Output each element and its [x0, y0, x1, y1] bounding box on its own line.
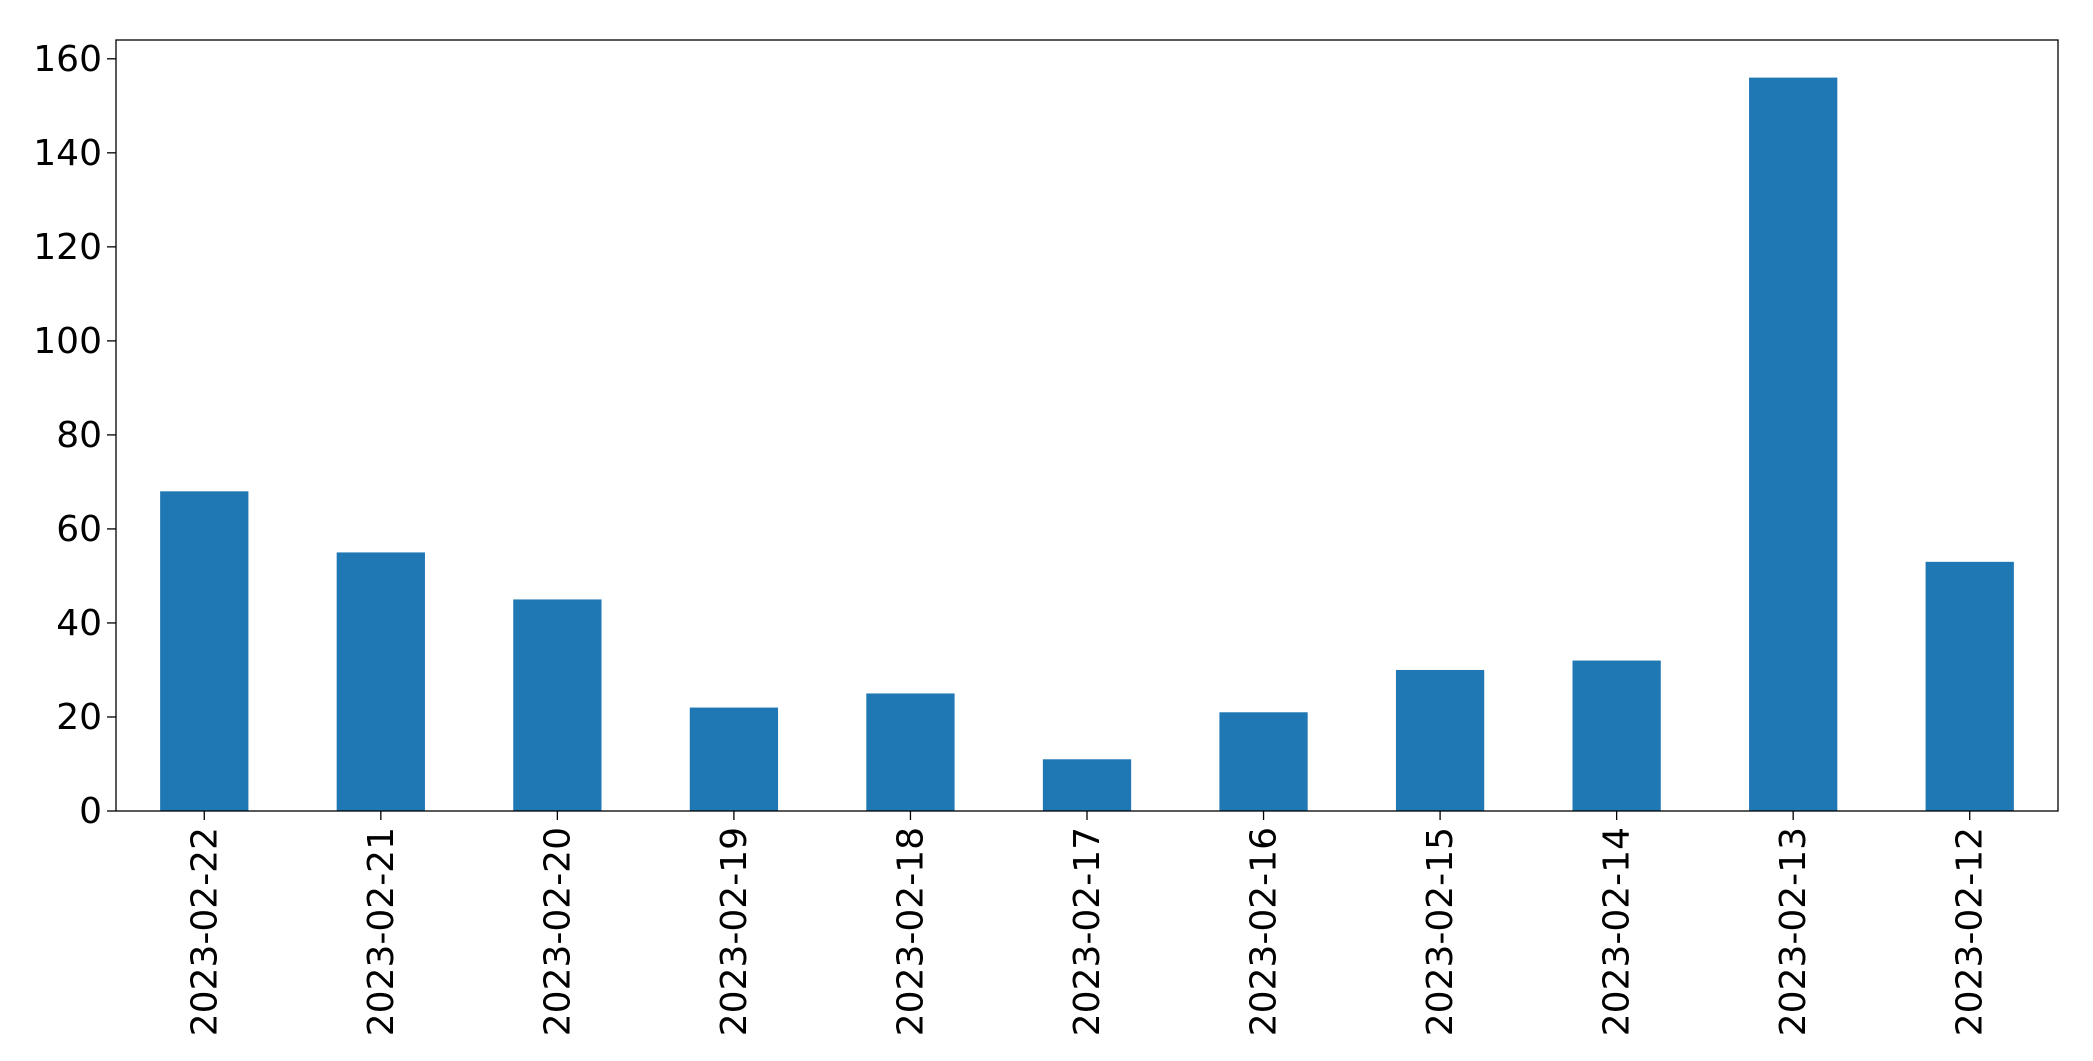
bars	[160, 77, 2014, 812]
bar-2023-02-14	[1572, 660, 1661, 811]
y-tick-label: 0	[79, 791, 102, 832]
bar-2023-02-17	[1042, 759, 1132, 811]
y-tick-label: 140	[33, 133, 102, 174]
x-tick-label: 2023-02-18	[890, 827, 931, 1036]
x-tick-label: 2023-02-19	[714, 827, 755, 1036]
y-tick-label: 80	[56, 415, 102, 456]
y-axis-ticks: 0 20 40 60 80 100 120 140 160	[33, 39, 116, 832]
y-tick-label: 60	[56, 509, 102, 550]
bar-2023-02-21	[336, 552, 425, 811]
bar-2023-02-18	[866, 693, 955, 811]
bar-2023-02-20	[513, 599, 602, 811]
y-tick-label: 100	[33, 321, 102, 362]
x-tick-label: 2023-02-15	[1420, 827, 1461, 1036]
x-tick-label: 2023-02-14	[1597, 827, 1638, 1036]
bar-2023-02-22	[160, 491, 249, 811]
plot-area-frame	[115, 39, 2059, 812]
y-tick-label: 20	[56, 697, 102, 738]
bar-2023-02-12	[1925, 561, 2014, 811]
y-tick-label: 40	[56, 603, 102, 644]
bar-2023-02-13	[1749, 77, 1838, 812]
bar-2023-02-15	[1395, 669, 1485, 811]
x-tick-label: 2023-02-13	[1773, 827, 1814, 1036]
x-tick-label: 2023-02-20	[537, 827, 578, 1036]
x-tick-label: 2023-02-12	[1950, 827, 1991, 1036]
y-tick-label: 120	[33, 227, 102, 268]
x-tick-label: 2023-02-22	[184, 827, 225, 1036]
x-tick-label: 2023-02-17	[1067, 827, 1108, 1036]
bar-2023-02-19	[689, 707, 779, 811]
y-tick-label: 160	[33, 39, 102, 80]
x-tick-label: 2023-02-21	[361, 827, 402, 1036]
x-axis-ticks: 2023-02-22 2023-02-21 2023-02-20 2023-02-19…	[184, 811, 1991, 1036]
x-tick-label: 2023-02-16	[1244, 827, 1285, 1036]
bar-2023-02-16	[1219, 712, 1308, 811]
